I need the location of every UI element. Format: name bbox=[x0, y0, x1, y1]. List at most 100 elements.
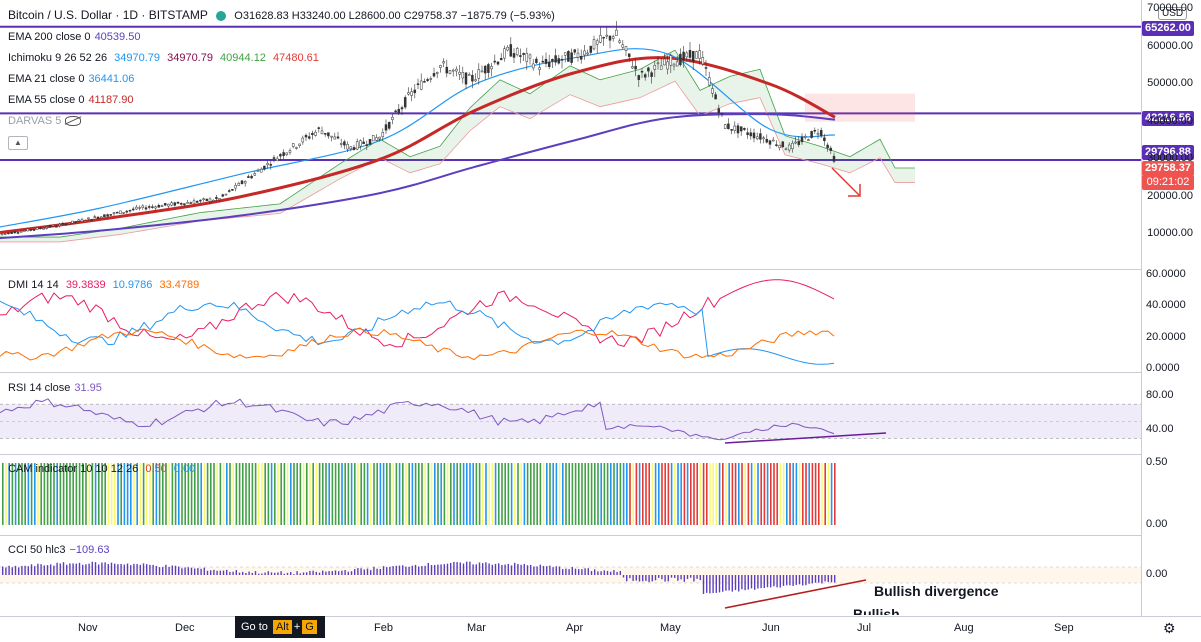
cci-bar bbox=[123, 564, 125, 575]
candle-body bbox=[240, 180, 244, 184]
candle-body bbox=[195, 201, 199, 203]
cam-bar bbox=[661, 463, 663, 525]
cci-bar bbox=[146, 564, 148, 575]
cci-bar bbox=[578, 569, 580, 575]
legend-ichimoku[interactable]: Ichimoku 9 26 52 26 34970.79 34970.79 40… bbox=[8, 52, 319, 64]
candle-body bbox=[144, 207, 148, 210]
cci-bar bbox=[766, 575, 769, 588]
candle-body bbox=[298, 143, 301, 146]
cam-bar bbox=[651, 463, 654, 525]
pane-divider[interactable] bbox=[0, 454, 1141, 455]
cci-bar bbox=[226, 569, 228, 575]
candle-body bbox=[323, 133, 327, 135]
candle-body bbox=[48, 225, 52, 228]
cci-bar bbox=[584, 568, 586, 575]
cci-bar bbox=[283, 573, 285, 575]
cci-bar bbox=[773, 575, 775, 587]
candle-body bbox=[13, 231, 17, 234]
cam-bar bbox=[146, 463, 148, 525]
cci-bar bbox=[728, 575, 730, 591]
cci-bar bbox=[78, 562, 81, 575]
cam-bar bbox=[123, 463, 126, 525]
cci-bar bbox=[229, 571, 231, 575]
cci-bar bbox=[571, 567, 573, 575]
cci-bar bbox=[744, 575, 746, 591]
cam-bar bbox=[286, 463, 289, 525]
cam-bar bbox=[322, 463, 324, 525]
price-axis[interactable] bbox=[1141, 0, 1201, 616]
cci-bar bbox=[14, 565, 17, 575]
cam-bar bbox=[744, 463, 746, 525]
candle-body bbox=[448, 70, 452, 74]
ichimoku-span-a bbox=[0, 49, 915, 238]
candle-body bbox=[375, 137, 378, 141]
symbol-title[interactable]: Bitcoin / U.S. Dollar · 1D · BITSTAMP bbox=[8, 8, 208, 22]
cci-bar bbox=[318, 572, 321, 575]
legend-ema21[interactable]: EMA 21 close 0 36441.06 bbox=[8, 73, 135, 85]
indicator-tick-label: 80.00 bbox=[1146, 388, 1174, 401]
cam-bar bbox=[568, 463, 570, 525]
cam-bar bbox=[5, 463, 7, 525]
cam-bar bbox=[430, 463, 433, 525]
cci-bar bbox=[619, 571, 621, 575]
cam-bar bbox=[37, 463, 39, 525]
time-axis[interactable] bbox=[0, 616, 1201, 642]
candle-body bbox=[106, 214, 109, 217]
cci-bar bbox=[462, 563, 465, 575]
cam-bar bbox=[210, 463, 212, 525]
cci-bar bbox=[606, 570, 609, 575]
candle-body bbox=[509, 44, 513, 57]
legend-dmi[interactable]: DMI 14 14 39.3839 10.9786 33.4789 bbox=[8, 279, 200, 291]
cci-bar bbox=[62, 562, 65, 575]
candle-body bbox=[295, 147, 298, 149]
pane-divider[interactable] bbox=[0, 372, 1141, 373]
cci-bar bbox=[712, 575, 714, 593]
pane-divider[interactable] bbox=[0, 535, 1141, 536]
legend-darvas[interactable]: DARVAS 5 bbox=[8, 114, 85, 128]
candle-body bbox=[359, 140, 362, 147]
cam-bar bbox=[216, 463, 218, 525]
currency-badge[interactable]: USD bbox=[1158, 7, 1188, 20]
candle-body bbox=[762, 137, 765, 140]
legend-ema200[interactable]: EMA 200 close 0 40539.50 bbox=[8, 31, 141, 43]
cam-bar bbox=[331, 463, 334, 525]
time-tick-label: Jun bbox=[762, 622, 780, 634]
candle-body bbox=[557, 58, 561, 64]
collapse-legend-icon[interactable]: ▲ bbox=[8, 136, 28, 150]
candle-body bbox=[695, 51, 698, 59]
cci-bar bbox=[491, 564, 493, 575]
candle-body bbox=[103, 214, 106, 218]
cam-bar bbox=[114, 463, 116, 525]
legend-cam[interactable]: CAM indicator 10 10 12 26 0.50 0.00 bbox=[8, 463, 196, 475]
candle-body bbox=[771, 139, 775, 142]
cam-bar bbox=[578, 463, 580, 525]
cci-bar bbox=[546, 566, 548, 575]
cam-bar bbox=[747, 463, 750, 525]
candle-body bbox=[128, 209, 132, 212]
pane-divider[interactable] bbox=[0, 269, 1141, 270]
cam-bar bbox=[760, 463, 762, 525]
cam-bar bbox=[805, 463, 807, 525]
legend-rsi[interactable]: RSI 14 close 31.95 bbox=[8, 382, 102, 394]
candle-body bbox=[269, 164, 273, 166]
cam-bar bbox=[603, 463, 606, 525]
cam-bar bbox=[248, 463, 250, 525]
cci-bar bbox=[677, 575, 679, 581]
cci-bar bbox=[770, 575, 772, 588]
cam-bar bbox=[59, 463, 62, 525]
cam-bar bbox=[325, 463, 327, 525]
legend-cci[interactable]: CCI 50 hlc3 −109.63 bbox=[8, 544, 110, 556]
goto-button[interactable]: Go to Alt + G bbox=[235, 616, 325, 638]
dmi-line bbox=[0, 279, 835, 348]
cci-bar bbox=[635, 575, 637, 581]
cci-bar bbox=[82, 564, 84, 575]
cam-bar bbox=[277, 463, 279, 525]
cam-bar bbox=[539, 463, 542, 525]
gear-icon[interactable]: ⚙ bbox=[1163, 620, 1176, 636]
cam-bar bbox=[562, 463, 564, 525]
hidden-eye-icon[interactable] bbox=[65, 116, 82, 127]
legend-ema55[interactable]: EMA 55 close 0 41187.90 bbox=[8, 94, 134, 106]
cci-bar bbox=[405, 566, 407, 575]
cci-bar bbox=[267, 571, 269, 575]
